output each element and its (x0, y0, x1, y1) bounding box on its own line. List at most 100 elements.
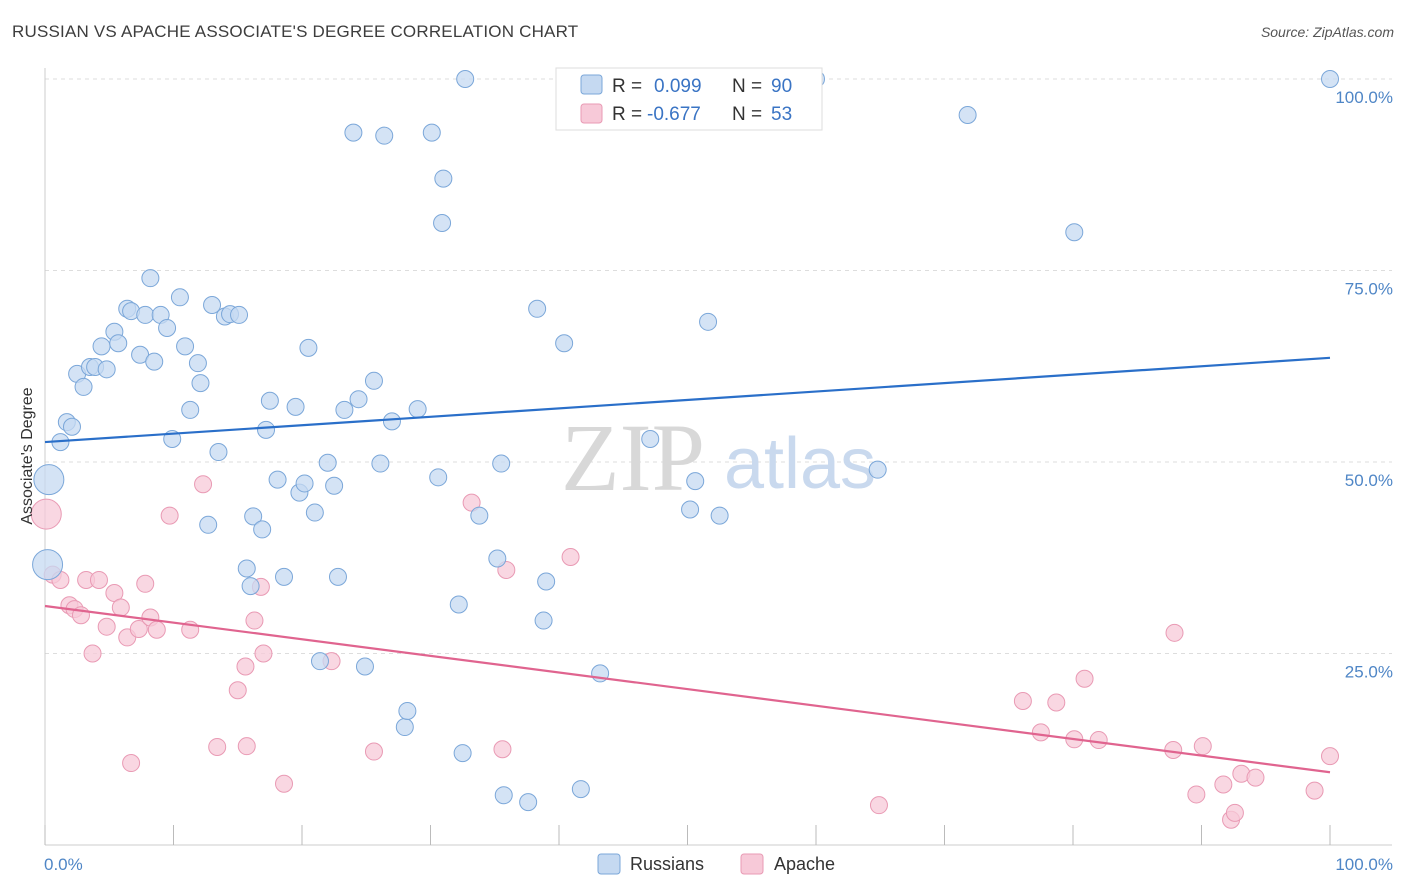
y-tick-label-100: 100.0% (1335, 88, 1393, 107)
apache-point-48 (1225, 803, 1244, 822)
russian-point-61 (422, 123, 441, 142)
apache-point-40 (1075, 669, 1094, 688)
russian-point-43 (295, 474, 314, 493)
russian-point-28 (203, 295, 222, 314)
russian-point-76 (555, 334, 574, 353)
russian-point-55 (371, 454, 390, 473)
russian-point-77 (571, 780, 590, 799)
russian-point-65 (449, 595, 468, 614)
russian-point-75 (537, 572, 556, 591)
russian-point-87 (958, 106, 977, 125)
russians-n-value: 90 (771, 76, 792, 97)
russian-point-34 (241, 577, 260, 596)
watermark: ZIP atlas (561, 404, 876, 511)
russians-r-value: 0.099 (654, 76, 702, 97)
russian-point-41 (286, 397, 305, 416)
russian-point-66 (453, 744, 472, 763)
apache-point-13 (122, 754, 141, 773)
russian-point-64 (433, 214, 452, 233)
russian-point-37 (257, 420, 276, 439)
apache-point-0 (30, 498, 62, 530)
y-tick-label-75: 75.0% (1345, 280, 1393, 299)
russian-point-54 (364, 371, 383, 390)
russian-point-53 (355, 657, 374, 676)
russian-point-70 (492, 454, 511, 473)
apache-point-15 (136, 574, 155, 593)
russian-point-16 (136, 305, 155, 324)
apache-point-8 (89, 570, 108, 589)
apache-r-label: R = (612, 104, 642, 125)
russian-point-25 (188, 354, 207, 373)
apache-point-9 (97, 617, 116, 636)
russian-point-22 (170, 288, 189, 307)
watermark-atlas: atlas (724, 424, 876, 504)
apache-point-7 (83, 644, 102, 663)
russian-point-80 (681, 500, 700, 519)
russian-point-49 (328, 567, 347, 586)
russian-point-52 (349, 390, 368, 409)
russian-point-46 (310, 652, 329, 671)
apache-point-11 (111, 598, 130, 617)
russian-point-23 (176, 337, 195, 356)
russian-point-56 (375, 126, 394, 145)
russian-points (32, 70, 1339, 812)
apache-point-42 (1165, 623, 1184, 642)
russian-point-48 (325, 476, 344, 495)
y-axis-label: Associate's Degree (19, 387, 36, 524)
y-tick-label-50: 50.0% (1345, 471, 1393, 490)
russian-point-51 (344, 123, 363, 142)
russian-point-36 (253, 520, 272, 539)
russian-point-45 (305, 503, 324, 522)
russian-point-81 (686, 472, 705, 491)
russians-n-label: N = (732, 76, 762, 97)
russian-point-57 (382, 412, 401, 431)
apache-point-51 (1305, 781, 1324, 800)
russian-point-72 (519, 793, 538, 812)
russian-point-82 (699, 312, 718, 331)
watermark-zip: ZIP (561, 404, 705, 511)
russian-point-50 (335, 400, 354, 419)
russian-point-73 (528, 299, 547, 318)
apache-n-value: 53 (771, 104, 792, 125)
tick-labels: 25.0% 50.0% 75.0% 100.0% 0.0% 100.0% (44, 88, 1393, 874)
stats-legend: R = 0.099 N = 90 R = -0.677 N = 53 (555, 67, 823, 131)
trend-lines (44, 356, 1331, 774)
apache-point-20 (194, 475, 213, 494)
russian-point-58 (395, 718, 414, 737)
apache-point-46 (1214, 775, 1233, 794)
apache-point-23 (236, 657, 255, 676)
russian-point-10 (97, 360, 116, 379)
russian-point-83 (710, 506, 729, 525)
apache-n-label: N = (732, 104, 762, 125)
russians-r-label: R = (612, 76, 642, 97)
russian-point-59 (398, 701, 417, 720)
apache-swatch (580, 103, 603, 124)
russian-point-44 (299, 338, 318, 357)
apache-point-37 (1031, 723, 1050, 742)
russian-point-1 (32, 549, 64, 581)
apache-point-24 (237, 737, 256, 756)
apache-point-21 (208, 737, 227, 756)
russians-swatch (580, 74, 603, 95)
apache-point-17 (147, 620, 166, 639)
russian-point-26 (191, 374, 210, 393)
apache-point-36 (1013, 691, 1032, 710)
apache-trend-line (44, 604, 1331, 774)
russian-point-20 (158, 318, 177, 337)
russian-point-74 (534, 611, 553, 630)
apache-point-14 (129, 619, 148, 638)
russian-point-86 (868, 460, 887, 479)
russian-point-89 (1321, 70, 1339, 88)
russian-point-4 (62, 417, 81, 436)
legend-apache-swatch (740, 853, 764, 875)
russian-point-24 (181, 400, 200, 419)
russian-point-40 (275, 567, 294, 586)
legend-russians-swatch (597, 853, 621, 875)
apache-point-22 (228, 681, 247, 700)
apache-point-28 (275, 774, 294, 793)
source-label: Source: ZipAtlas.com (1260, 24, 1394, 40)
series-legend: Russians Apache (597, 853, 835, 875)
apache-r-value: -0.677 (647, 104, 701, 125)
apache-point-34 (561, 547, 580, 566)
